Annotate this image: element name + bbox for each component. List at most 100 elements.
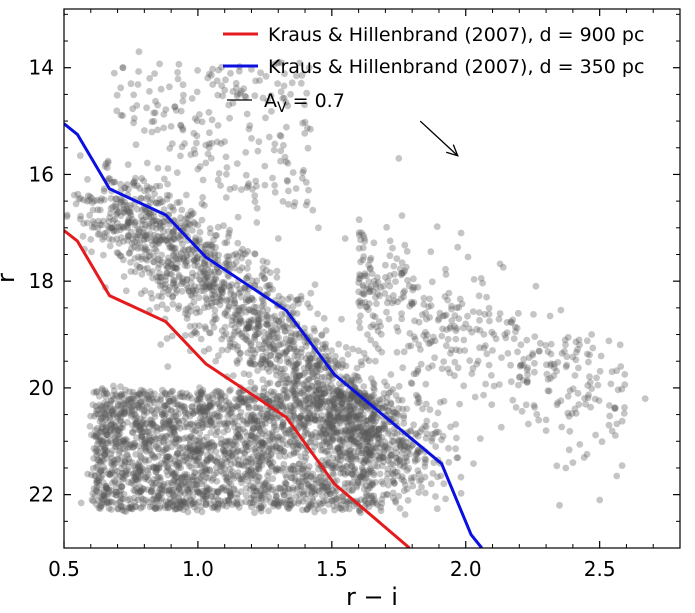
scatter-point xyxy=(146,435,153,442)
scatter-point xyxy=(440,397,448,405)
scatter-point xyxy=(307,500,315,508)
scatter-point xyxy=(213,77,221,85)
scatter-point xyxy=(373,300,380,308)
scatter-point xyxy=(291,199,299,206)
scatter-point xyxy=(246,439,253,447)
scatter-point xyxy=(223,164,231,171)
scatter-point xyxy=(134,488,142,496)
scatter-point xyxy=(438,365,446,372)
scatter-point xyxy=(377,507,385,515)
scatter-point xyxy=(156,481,164,489)
scatter-point xyxy=(255,138,263,146)
scatter-point xyxy=(116,252,124,260)
scatter-point xyxy=(566,387,574,394)
scatter-point xyxy=(376,396,384,404)
scatter-point xyxy=(162,106,170,113)
scatter-point xyxy=(258,272,266,280)
scatter-point xyxy=(105,488,113,495)
scatter-point xyxy=(258,439,266,446)
scatter-point xyxy=(304,300,311,308)
scatter-point xyxy=(204,303,212,311)
scatter-point xyxy=(248,353,256,361)
scatter-point xyxy=(138,430,145,438)
scatter-point xyxy=(232,438,239,445)
scatter-point xyxy=(525,420,532,428)
scatter-point xyxy=(103,499,111,506)
scatter-point xyxy=(141,440,149,448)
scatter-point xyxy=(117,497,125,505)
scatter-point xyxy=(361,235,368,242)
scatter-point xyxy=(247,396,254,404)
scatter-point xyxy=(462,320,470,328)
scatter-point xyxy=(207,229,214,237)
scatter-point xyxy=(312,428,319,436)
scatter-point xyxy=(359,466,367,473)
scatter-point xyxy=(533,410,541,418)
scatter-point xyxy=(226,401,234,409)
scatter-point xyxy=(338,442,346,449)
scatter-point xyxy=(611,405,619,413)
scatter-point xyxy=(576,441,584,448)
scatter-point xyxy=(95,504,103,512)
scatter-point xyxy=(338,400,346,407)
scatter-point xyxy=(133,262,141,269)
scatter-point xyxy=(153,303,161,311)
scatter-point xyxy=(385,315,393,323)
legend-label-extinction: AV = 0.7 xyxy=(264,90,345,116)
scatter-point xyxy=(454,243,462,251)
scatter-point xyxy=(553,367,560,375)
scatter-point xyxy=(131,243,138,251)
scatter-point xyxy=(370,381,378,388)
scatter-point xyxy=(400,289,407,297)
scatter-point xyxy=(97,458,105,466)
scatter-point xyxy=(353,364,361,372)
scatter-point xyxy=(181,423,188,431)
scatter-point xyxy=(252,468,260,475)
scatter-point xyxy=(309,470,317,478)
scatter-point xyxy=(134,401,142,409)
scatter-point xyxy=(300,462,307,470)
scatter-point xyxy=(100,187,108,195)
scatter-point xyxy=(276,131,284,139)
scatter-point xyxy=(214,176,222,184)
scatter-point xyxy=(140,424,148,432)
scatter-point xyxy=(358,473,366,480)
scatter-point xyxy=(110,410,117,418)
scatter-point xyxy=(227,471,235,479)
scatter-point xyxy=(136,426,144,434)
scatter-point xyxy=(383,223,390,231)
scatter-point xyxy=(258,462,266,469)
scatter-point xyxy=(137,290,145,298)
y-tick-label: 18 xyxy=(29,269,54,293)
scatter-point xyxy=(215,500,223,508)
scatter-point xyxy=(126,202,134,209)
scatter-point xyxy=(166,500,174,507)
scatter-point xyxy=(247,431,255,439)
scatter-point xyxy=(288,469,296,477)
scatter-point xyxy=(262,394,270,402)
scatter-point xyxy=(544,348,552,355)
scatter-point xyxy=(218,335,226,343)
scatter-point xyxy=(442,271,450,278)
scatter-point xyxy=(279,198,287,205)
scatter-point xyxy=(112,195,119,203)
scatter-point xyxy=(186,462,193,470)
scatter-point xyxy=(407,474,415,482)
scatter-point xyxy=(175,60,183,68)
scatter-point xyxy=(280,460,288,468)
scatter-point xyxy=(135,48,143,56)
legend-av-sub: V xyxy=(277,100,287,116)
scatter-point xyxy=(336,392,344,400)
scatter-point xyxy=(531,333,539,340)
scatter-point xyxy=(457,229,465,237)
scatter-point xyxy=(226,185,234,193)
scatter-point xyxy=(178,206,186,214)
scatter-point xyxy=(358,442,366,449)
scatter-point xyxy=(571,372,579,379)
scatter-point xyxy=(274,364,281,372)
scatter-point xyxy=(448,305,455,313)
scatter-point xyxy=(588,331,596,338)
scatter-point xyxy=(183,191,190,199)
scatter-point xyxy=(266,397,273,405)
scatter-point xyxy=(368,375,375,382)
